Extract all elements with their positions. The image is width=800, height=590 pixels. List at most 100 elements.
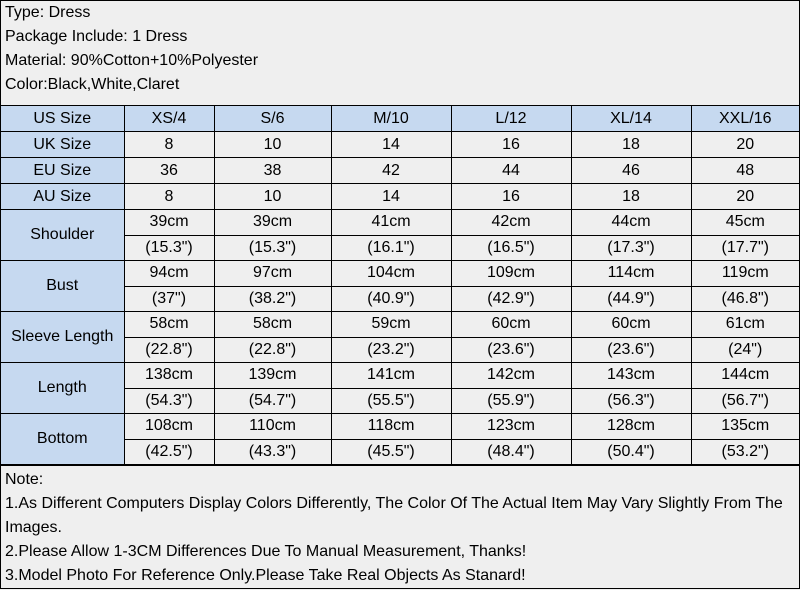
cell: (15.3") <box>124 234 215 261</box>
cell: (48.4") <box>450 438 572 465</box>
info-line: Material: 90%Cotton+10%Polyester <box>5 52 259 69</box>
cell: 60cm <box>450 311 572 338</box>
header-row: US Size XS/4 S/6 M/10 L/12 XL/14 XXL/16 <box>1 106 799 132</box>
cell: 8 <box>123 131 215 158</box>
measure-row: Sleeve Length 58cm 58cm 59cm 60cm 60cm 61cm <box>1 311 799 363</box>
cell: 20 <box>690 131 799 158</box>
cell: 16 <box>450 183 572 210</box>
cell: (37") <box>124 285 215 312</box>
cell: 97cm <box>213 260 332 287</box>
size-row: EU Size 36 38 42 44 46 48 <box>1 157 799 184</box>
measure-row: Shoulder 39cm 39cm 41cm 42cm 44cm 45cm <box>1 209 799 261</box>
cell: (22.8") <box>124 336 215 363</box>
cell: (55.5") <box>330 387 452 414</box>
row-label: AU Size <box>1 183 125 210</box>
measure-row: (42.5") (43.3") (45.5") (48.4") (50.4") (53.2… <box>1 438 799 465</box>
measure-row: Bottom 108cm 110cm 118cm 123cm 128cm 135cm <box>1 413 799 465</box>
note-line: 1.As Different Computers Display Colors … <box>5 495 783 536</box>
cell: (46.8") <box>690 285 799 312</box>
cell: (16.1") <box>330 234 452 261</box>
cell: (17.7") <box>690 234 799 261</box>
cell: 110cm <box>213 413 332 440</box>
cell: 59cm <box>330 311 452 338</box>
cell: 39cm <box>123 209 215 236</box>
cell: (55.9") <box>450 387 572 414</box>
info-line: Color:Black,White,Claret <box>5 76 180 93</box>
row-label: Sleeve Length <box>1 311 125 363</box>
row-label: Length <box>1 362 125 414</box>
cell: 18 <box>570 131 692 158</box>
cell: 139cm <box>213 362 332 389</box>
cell: (56.7") <box>690 387 799 414</box>
header-cell: XS/4 <box>123 106 215 132</box>
size-table: US Size XS/4 S/6 M/10 L/12 XL/14 XXL/16 UK Size… <box>1 106 799 465</box>
cell: 42cm <box>450 209 572 236</box>
cell: 108cm <box>123 413 215 440</box>
cell: 14 <box>330 183 452 210</box>
cell: (23.6") <box>450 336 572 363</box>
cell: 119cm <box>690 260 799 287</box>
cell: (17.3") <box>570 234 692 261</box>
cell: (42.5") <box>124 438 215 465</box>
cell: 114cm <box>570 260 692 287</box>
header-cell: M/10 <box>330 106 452 132</box>
header-cell: XXL/16 <box>690 106 799 132</box>
row-label: UK Size <box>1 131 125 158</box>
size-row: UK Size 8 10 14 16 18 20 <box>1 131 799 158</box>
cell: (23.2") <box>330 336 452 363</box>
cell: (38.2") <box>213 285 332 312</box>
cell: (43.3") <box>213 438 332 465</box>
cell: (15.3") <box>213 234 332 261</box>
measure-row: (37") (38.2") (40.9") (42.9") (44.9") (46.8") <box>1 285 799 312</box>
cell: 46 <box>570 157 692 184</box>
header-cell: US Size <box>1 106 125 132</box>
cell: 20 <box>690 183 799 210</box>
cell: 118cm <box>330 413 452 440</box>
cell: 42 <box>330 157 452 184</box>
cell: 142cm <box>450 362 572 389</box>
cell: (44.9") <box>570 285 692 312</box>
cell: 44 <box>450 157 572 184</box>
note-line: 2.Please Allow 1-3CM Differences Due To … <box>5 543 527 560</box>
cell: 45cm <box>690 209 799 236</box>
cell: 39cm <box>213 209 332 236</box>
info-box: Type: Dress Package Include: 1 Dress Mater… <box>1 1 799 106</box>
cell: (16.5") <box>450 234 572 261</box>
cell: 138cm <box>123 362 215 389</box>
measure-row: (54.3") (54.7") (55.5") (55.9") (56.3") (56.7… <box>1 387 799 414</box>
cell: 58cm <box>123 311 215 338</box>
cell: 144cm <box>690 362 799 389</box>
cell: 10 <box>213 131 332 158</box>
cell: 10 <box>213 183 332 210</box>
cell: 44cm <box>570 209 692 236</box>
cell: 143cm <box>570 362 692 389</box>
header-cell: XL/14 <box>570 106 692 132</box>
note-title: Note: <box>5 471 44 488</box>
row-label: Bottom <box>1 413 125 465</box>
cell: 18 <box>570 183 692 210</box>
size-row: AU Size 8 10 14 16 18 20 <box>1 183 799 210</box>
cell: 14 <box>330 131 452 158</box>
info-line: Type: Dress <box>5 4 91 21</box>
cell: (40.9") <box>330 285 452 312</box>
cell: (50.4") <box>570 438 692 465</box>
cell: (54.3") <box>124 387 215 414</box>
cell: (42.9") <box>450 285 572 312</box>
cell: 94cm <box>123 260 215 287</box>
cell: 16 <box>450 131 572 158</box>
row-label: EU Size <box>1 157 125 184</box>
cell: 61cm <box>690 311 799 338</box>
info-line: Package Include: 1 Dress <box>5 28 188 45</box>
cell: 8 <box>123 183 215 210</box>
cell: 109cm <box>450 260 572 287</box>
header-cell: L/12 <box>450 106 572 132</box>
cell: 104cm <box>330 260 452 287</box>
cell: 123cm <box>450 413 572 440</box>
cell: (45.5") <box>330 438 452 465</box>
cell: 135cm <box>690 413 799 440</box>
cell: 41cm <box>330 209 452 236</box>
row-label: Shoulder <box>1 209 125 261</box>
row-label: Bust <box>1 260 125 312</box>
cell: 58cm <box>213 311 332 338</box>
cell: (24") <box>690 336 799 363</box>
